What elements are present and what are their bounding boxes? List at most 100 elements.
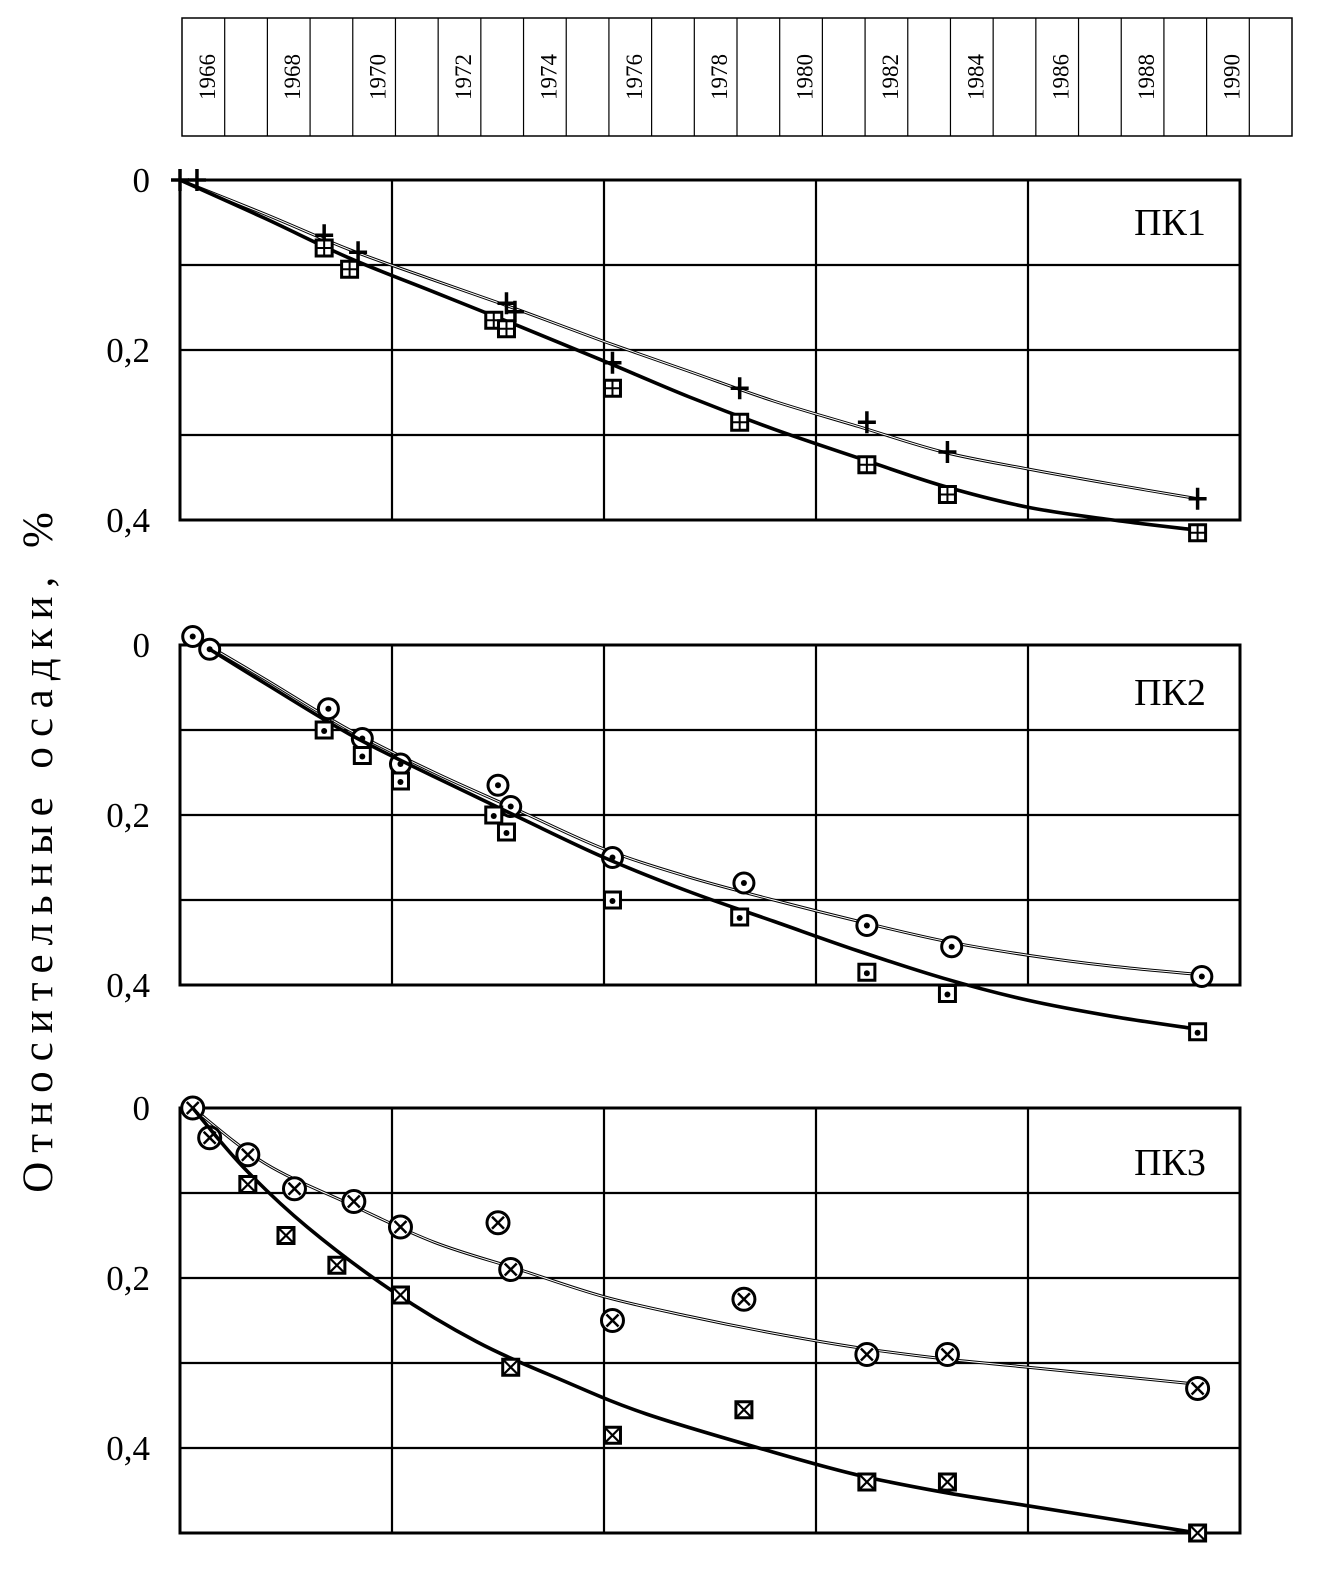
data-point-square-dot bbox=[730, 907, 750, 927]
marker-dot bbox=[948, 943, 955, 950]
y-tick-label: 0,4 bbox=[106, 501, 150, 540]
marker-dot bbox=[321, 728, 328, 734]
y-tick-label: 0,4 bbox=[106, 1429, 150, 1468]
marker-dot bbox=[944, 991, 951, 998]
marker-stroke bbox=[278, 1227, 294, 1244]
data-point-square-dot bbox=[390, 771, 410, 791]
data-point-square-x bbox=[602, 1425, 622, 1445]
marker-stroke bbox=[502, 1359, 519, 1376]
marker-dot bbox=[863, 970, 870, 977]
marker-dot bbox=[325, 705, 332, 712]
data-point-circle-x bbox=[281, 1176, 307, 1202]
series-line-inner bbox=[179, 179, 1198, 500]
data-point-circle-dot bbox=[732, 871, 756, 895]
series-line bbox=[208, 647, 1198, 1031]
data-point-square-dot bbox=[1188, 1022, 1208, 1042]
grid bbox=[178, 178, 1242, 522]
marker-stroke bbox=[859, 1474, 875, 1490]
marker-dot bbox=[503, 830, 510, 836]
marker-stroke bbox=[392, 1287, 409, 1303]
panel-label-pk3: ПК3 bbox=[1134, 1142, 1206, 1184]
marker-stroke bbox=[240, 1176, 256, 1193]
data-point-square-dot bbox=[857, 962, 877, 982]
year-header: 1966 1968 1970 1972 1974 1976 1978 1980 1982 1984… bbox=[181, 17, 1293, 137]
marker-stroke bbox=[939, 1474, 956, 1490]
data-point-circle-dot bbox=[1190, 965, 1214, 988]
data-point-plus bbox=[505, 300, 524, 323]
data-point-circle-dot bbox=[181, 625, 205, 648]
y-tick-label: 0,2 bbox=[106, 331, 150, 370]
year-header-label: 1982 bbox=[878, 54, 903, 100]
data-point-square-x bbox=[734, 1400, 754, 1420]
series-line bbox=[191, 635, 1202, 977]
y-tick-label: 0,2 bbox=[106, 796, 150, 835]
data-point-square-x bbox=[857, 1472, 877, 1492]
data-point-square-x bbox=[1188, 1523, 1208, 1543]
data-point-square-grid bbox=[314, 238, 334, 258]
data-point-circle-x bbox=[235, 1142, 261, 1168]
grid bbox=[178, 1106, 1242, 1535]
data-point-circle-x bbox=[387, 1214, 413, 1240]
data-point-circle-x bbox=[599, 1308, 625, 1333]
chart-panel-pk2: 0 0,2 0,4 ПК2 bbox=[106, 625, 1242, 1042]
marker-stroke bbox=[1189, 1525, 1206, 1541]
data-point-plus bbox=[938, 441, 957, 463]
series-line bbox=[191, 1106, 1198, 1535]
marker-dot bbox=[359, 753, 366, 760]
marker-stroke bbox=[503, 1262, 518, 1277]
data-point-square-grid bbox=[602, 378, 622, 398]
data-point-circle-dot bbox=[486, 773, 510, 797]
year-header-label: 1968 bbox=[280, 54, 305, 100]
chart-panel-pk3: 0 0,2 0,4 ПК3 bbox=[106, 1089, 1242, 1543]
data-point-circle-x bbox=[731, 1286, 757, 1312]
data-point-circle-x bbox=[341, 1189, 367, 1214]
marker-stroke bbox=[604, 1427, 621, 1444]
marker-stroke bbox=[737, 1292, 751, 1307]
data-point-square-grid bbox=[730, 412, 750, 432]
data-point-square-grid bbox=[340, 259, 360, 279]
data-point-square-x bbox=[276, 1226, 296, 1245]
marker-stroke bbox=[329, 1257, 345, 1274]
y-tick-label: 0,2 bbox=[106, 1259, 150, 1298]
plot-frame bbox=[178, 643, 1242, 987]
marker-dot bbox=[495, 782, 501, 789]
year-header-label: 1972 bbox=[451, 54, 476, 100]
data-point-square-dot bbox=[496, 822, 516, 842]
series-line-inner bbox=[192, 1107, 1198, 1385]
marker-dot bbox=[1198, 973, 1205, 980]
marker-dot bbox=[736, 915, 743, 921]
panel-label-pk1: ПК1 bbox=[1134, 202, 1206, 244]
marker-stroke bbox=[346, 1194, 361, 1209]
series-line bbox=[179, 178, 1198, 532]
data-point-square-dot bbox=[352, 746, 372, 765]
data-point-square-x bbox=[327, 1255, 347, 1275]
plot-frame bbox=[178, 1106, 1242, 1535]
data-point-square-dot bbox=[484, 805, 504, 825]
year-header-label: 1980 bbox=[793, 54, 818, 100]
marker-stroke bbox=[240, 1147, 255, 1162]
year-header-label: 1984 bbox=[963, 54, 988, 101]
marker-dot bbox=[863, 922, 870, 929]
marker-dot bbox=[609, 898, 616, 904]
data-point-plus bbox=[857, 411, 876, 434]
plot-frame bbox=[178, 178, 1242, 522]
series-line bbox=[191, 1106, 1198, 1386]
y-axis-label: Относительные осадки, % bbox=[15, 503, 62, 1193]
y-tick-label: 0 bbox=[133, 161, 151, 200]
series-line-inner bbox=[192, 636, 1202, 976]
data-point-circle-dot bbox=[940, 935, 964, 959]
data-point-circle-x bbox=[498, 1257, 524, 1282]
data-point-square-x bbox=[937, 1472, 957, 1492]
data-point-circle-x bbox=[1185, 1376, 1211, 1401]
y-tick-label: 0,4 bbox=[106, 966, 150, 1005]
year-header-label: 1966 bbox=[195, 54, 220, 100]
data-point-plus bbox=[349, 241, 368, 264]
data-point-square-grid bbox=[496, 319, 516, 339]
marker-dot bbox=[1194, 1029, 1201, 1036]
marker-stroke bbox=[940, 1347, 955, 1362]
marker-dot bbox=[189, 633, 196, 640]
marker-stroke bbox=[859, 1347, 874, 1362]
marker-stroke bbox=[736, 1401, 752, 1418]
data-point-plus bbox=[730, 377, 749, 400]
